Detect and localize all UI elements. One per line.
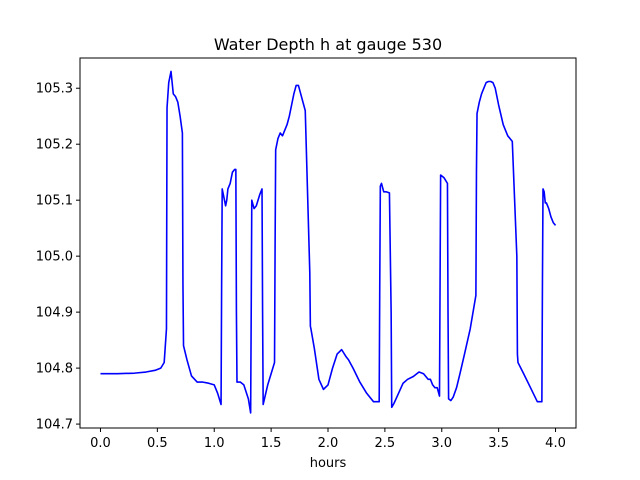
x-tick-label: 3.5	[488, 436, 509, 451]
x-axis: 0.0 0.5 1.0 1.5 2.0 2.5 3.0 3.5 4.0	[90, 428, 566, 451]
x-tick-label: 2.5	[375, 436, 396, 451]
series-line-0	[100, 70, 557, 414]
y-tick-label: 104.8	[36, 362, 73, 377]
y-tick-label: 104.9	[36, 306, 73, 321]
y-tick-label: 105.0	[36, 250, 73, 265]
x-axis-label: hours	[310, 456, 347, 471]
x-tick-label: 1.0	[204, 436, 225, 451]
plot-area	[100, 70, 557, 414]
y-tick-label: 105.3	[36, 82, 73, 97]
chart-title: Water Depth h at gauge 530	[214, 35, 442, 54]
x-tick-label: 0.5	[147, 436, 168, 451]
y-axis: 104.7 104.8 104.9 105.0 105.1 105.2 105.3	[36, 82, 80, 433]
y-tick-label: 104.7	[36, 418, 73, 433]
x-tick-label: 4.0	[545, 436, 566, 451]
x-tick-label: 3.0	[431, 436, 452, 451]
y-tick-label: 105.2	[36, 138, 73, 153]
x-tick-label: 1.5	[261, 436, 282, 451]
x-tick-label: 2.0	[318, 436, 339, 451]
y-tick-label: 105.1	[36, 194, 73, 209]
x-tick-label: 0.0	[90, 436, 111, 451]
